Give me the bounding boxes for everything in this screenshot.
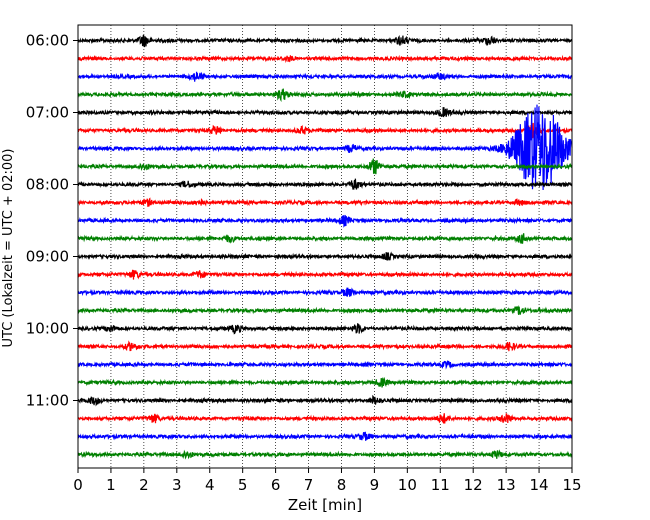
trace-0800 <box>77 178 573 191</box>
x-tick-label: 4 <box>205 476 215 494</box>
y-tick-label: 08:00 <box>26 176 69 194</box>
trace-1145 <box>77 449 573 460</box>
trace-0745 <box>77 158 573 175</box>
x-tick-label: 7 <box>304 476 314 494</box>
trace-0700 <box>77 107 573 118</box>
x-tick-label: 15 <box>562 476 581 494</box>
x-tick-label: 12 <box>464 476 483 494</box>
trace-1015 <box>77 340 573 352</box>
trace-0845 <box>77 233 573 244</box>
seismic-traces <box>77 34 573 460</box>
x-tick-label: 1 <box>106 476 116 494</box>
trace-1045 <box>77 376 573 388</box>
trace-0630 <box>77 71 573 82</box>
trace-0715 <box>77 122 573 139</box>
trace-0900 <box>77 251 573 261</box>
trace-1100 <box>77 394 573 407</box>
x-axis-label: Zeit [min] <box>288 496 362 514</box>
trace-0645 <box>77 88 573 103</box>
y-axis-label: UTC (Lokalzeit = UTC + 02:00) <box>1 149 16 348</box>
trace-0815 <box>77 197 573 207</box>
plot-frame <box>77 24 573 469</box>
y-tick-label: 09:00 <box>26 248 69 266</box>
trace-0930 <box>77 287 573 297</box>
trace-1115 <box>77 413 573 424</box>
trace-0730 <box>77 104 573 191</box>
x-tick-label: 13 <box>497 476 516 494</box>
y-tick-label: 10:00 <box>26 320 69 338</box>
x-tick-label: 2 <box>139 476 149 494</box>
axes: 0 1 2 3 4 5 6 7 8 9 10 11 12 13 14 1506:0007:0008:0009:… <box>26 24 582 494</box>
x-tick-label: 8 <box>337 476 347 494</box>
x-tick-label: 9 <box>370 476 380 494</box>
trace-0615 <box>77 54 573 63</box>
trace-1000 <box>77 323 573 335</box>
trace-0830 <box>77 214 573 228</box>
y-tick-label: 11:00 <box>26 392 69 410</box>
vertical-grid <box>110 25 540 468</box>
x-tick-label: 3 <box>172 476 182 494</box>
x-tick-label: 10 <box>398 476 417 494</box>
x-tick-label: 5 <box>238 476 248 494</box>
x-tick-label: 14 <box>530 476 549 494</box>
x-tick-label: 11 <box>431 476 450 494</box>
y-tick-label: 06:00 <box>26 32 69 50</box>
trace-1130 <box>77 431 573 441</box>
x-tick-label: 6 <box>271 476 281 494</box>
trace-0945 <box>77 305 573 316</box>
trace-1030 <box>77 359 573 370</box>
y-tick-label: 07:00 <box>26 104 69 122</box>
x-tick-label: 0 <box>73 476 83 494</box>
trace-0915 <box>77 269 573 280</box>
trace-0600 <box>77 34 573 48</box>
